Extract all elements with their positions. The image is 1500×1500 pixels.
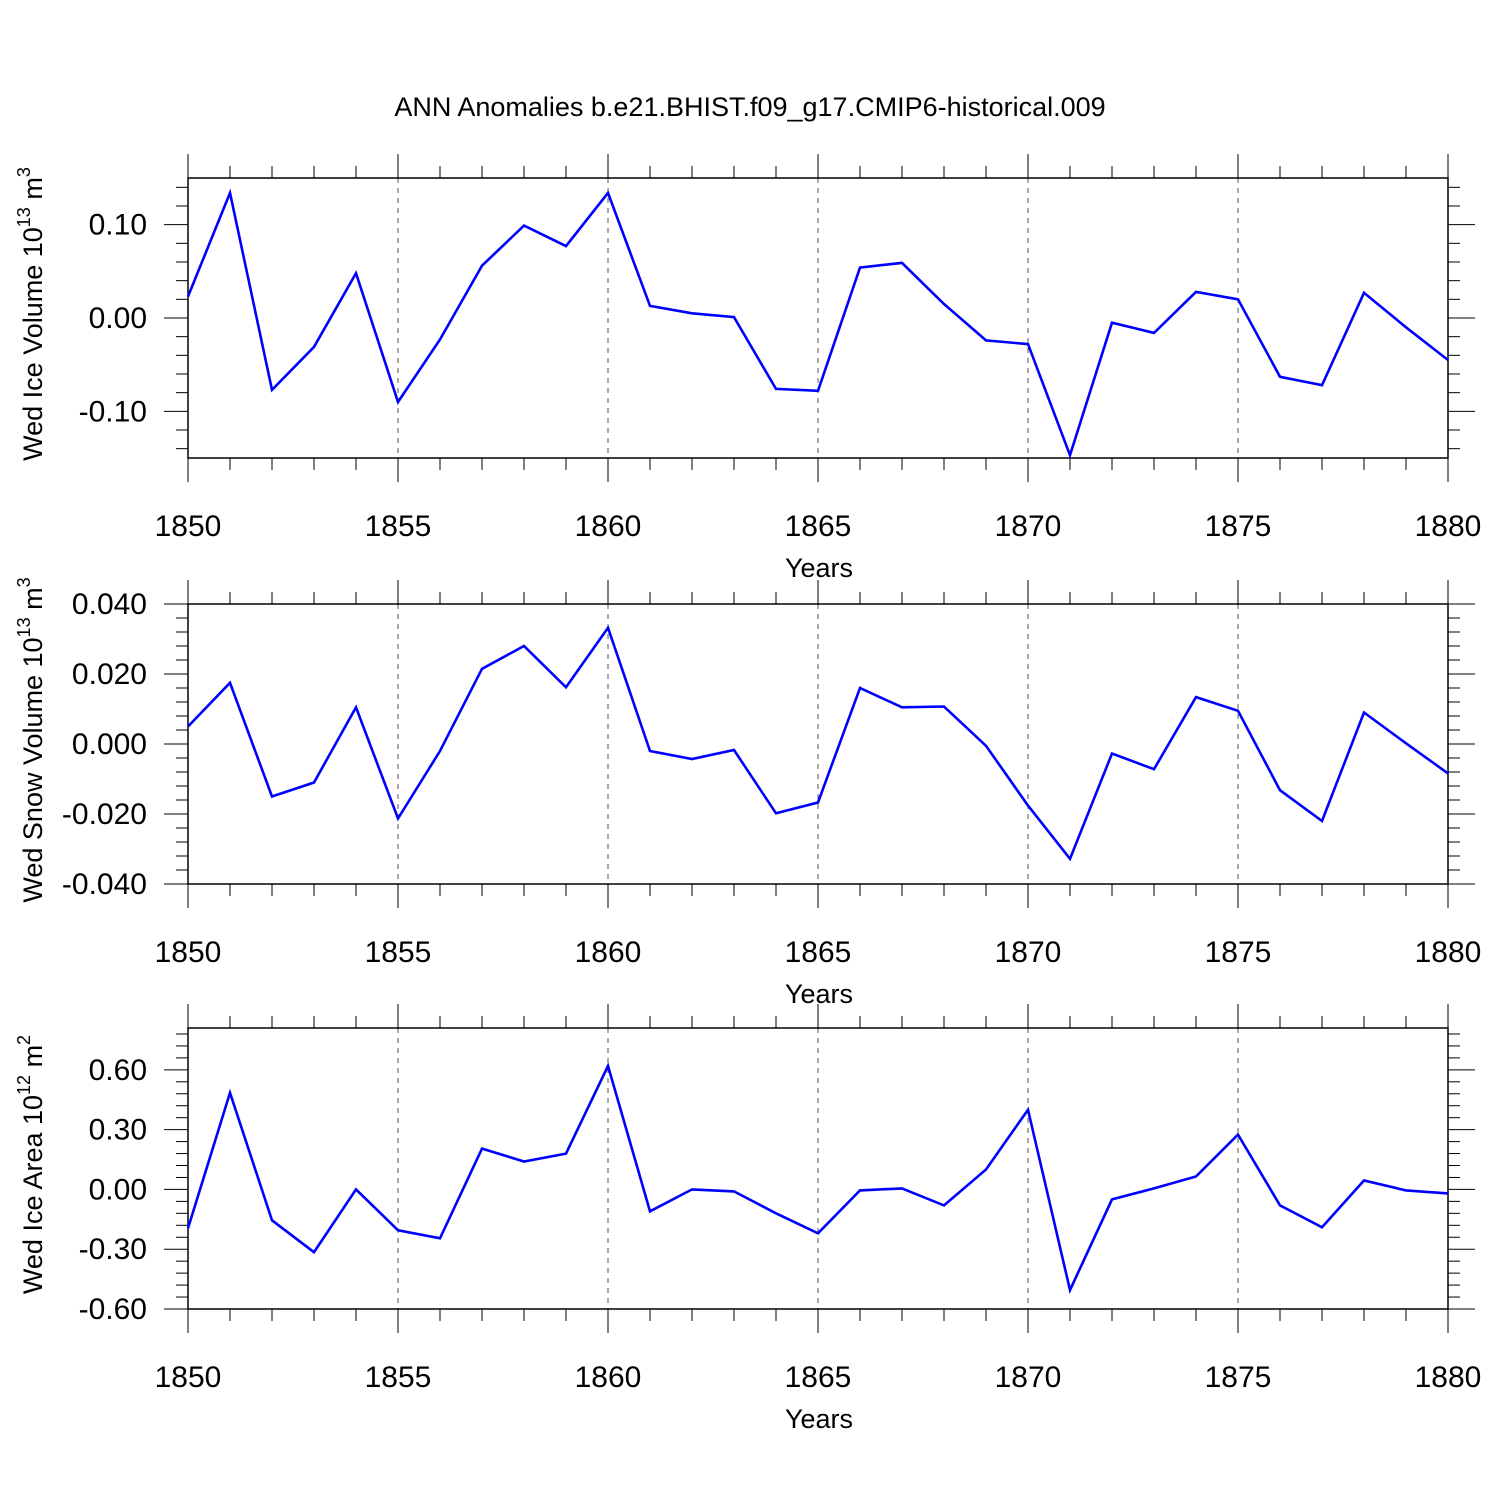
y-tick-label: 0.10 xyxy=(89,209,147,242)
series-line xyxy=(186,1062,1449,1295)
y-axis-label-unit-exponent: 3 xyxy=(14,577,34,587)
y-tick-label: 0.00 xyxy=(89,302,147,335)
y-tick-label: -0.30 xyxy=(79,1233,147,1266)
x-tick-labels: 1850 1855 1860 1865 1870 1875 1880 xyxy=(155,936,1482,969)
y-tick-labels: 0.040 0.020 0.000 -0.020 -0.040 xyxy=(62,588,147,901)
x-tick-label: 1880 xyxy=(1415,1361,1482,1394)
y-axis-label-main: Wed Ice Volume 10 xyxy=(18,227,48,461)
x-tick-label: 1865 xyxy=(785,510,852,543)
series-line xyxy=(187,624,1449,862)
x-tick-label: 1860 xyxy=(575,936,642,969)
y-axis-label-exponent: 13 xyxy=(14,617,34,637)
y-axis-label-unit: m xyxy=(18,587,48,617)
y-tick-label: 0.30 xyxy=(89,1114,147,1147)
y-tick-label: -0.040 xyxy=(62,868,147,901)
page-title: ANN Anomalies b.e21.BHIST.f09_g17.CMIP6-… xyxy=(394,92,1105,122)
panel-ice-area: 1850 1855 1860 1865 1870 1875 1880 0.60 0.30 0.0… xyxy=(14,1004,1481,1434)
plot-frame xyxy=(187,1027,1449,1310)
series-line xyxy=(186,188,1449,460)
x-tick-label: 1875 xyxy=(1205,1361,1272,1394)
y-tick-label: -0.020 xyxy=(62,798,147,831)
y-axis-label-exponent: 12 xyxy=(14,1075,34,1095)
minor-ticks xyxy=(176,166,1460,470)
y-axis-label: Wed Ice Volume 1013 m3 xyxy=(14,167,48,461)
y-axis-label-main: Wed Snow Volume 10 xyxy=(18,637,48,902)
panel-ice-volume: 1850 1855 1860 1865 1870 1875 1880 0.10 0.00 -0.… xyxy=(14,154,1481,583)
x-tick-label: 1875 xyxy=(1205,510,1272,543)
y-tick-label: 0.020 xyxy=(72,658,147,691)
x-tick-label: 1855 xyxy=(365,936,432,969)
minor-ticks xyxy=(176,1016,1460,1321)
x-tick-label: 1880 xyxy=(1415,936,1482,969)
y-tick-label: -0.60 xyxy=(79,1293,147,1326)
minor-ticks xyxy=(176,592,1460,896)
major-ticks xyxy=(164,1004,1475,1333)
y-axis-label-unit: m xyxy=(18,1045,48,1075)
y-tick-label: 0.000 xyxy=(72,728,147,761)
y-axis-label: Wed Snow Volume 1013 m3 xyxy=(14,577,48,902)
x-grid xyxy=(397,1028,1239,1309)
x-grid xyxy=(397,604,1239,884)
x-tick-label: 1860 xyxy=(575,1361,642,1394)
y-axis-label-unit-exponent: 2 xyxy=(14,1035,34,1045)
x-tick-label: 1860 xyxy=(575,510,642,543)
x-tick-label: 1865 xyxy=(785,936,852,969)
y-tick-label: -0.10 xyxy=(79,395,147,428)
y-tick-labels: 0.10 0.00 -0.10 xyxy=(79,209,147,429)
x-tick-label: 1870 xyxy=(995,936,1062,969)
y-axis-label-unit: m xyxy=(18,177,48,207)
plot-frame xyxy=(187,177,1449,459)
x-tick-labels: 1850 1855 1860 1865 1870 1875 1880 xyxy=(155,1361,1482,1394)
y-tick-label: 0.040 xyxy=(72,588,147,621)
x-axis-label: Years xyxy=(785,553,853,583)
x-tick-label: 1850 xyxy=(155,510,222,543)
x-axis-label: Years xyxy=(785,979,853,1009)
x-axis-label: Years xyxy=(785,1404,853,1434)
x-tick-label: 1850 xyxy=(155,936,222,969)
x-grid xyxy=(397,178,1239,458)
major-ticks xyxy=(164,580,1475,908)
x-tick-labels: 1850 1855 1860 1865 1870 1875 1880 xyxy=(155,510,1482,543)
panel-snow-volume: 1850 1855 1860 1865 1870 1875 1880 0.0400.0200… xyxy=(14,577,1481,1009)
x-tick-label: 1870 xyxy=(995,1361,1062,1394)
y-axis-label-unit-exponent: 3 xyxy=(14,167,34,177)
x-tick-label: 1870 xyxy=(995,510,1062,543)
y-axis-label-exponent: 13 xyxy=(14,207,34,227)
y-tick-labels: 0.60 0.30 0.00 -0.30 -0.60 xyxy=(79,1054,147,1326)
y-tick-label: 0.00 xyxy=(89,1173,147,1206)
major-ticks xyxy=(164,154,1475,482)
x-tick-label: 1855 xyxy=(365,510,432,543)
x-tick-label: 1865 xyxy=(785,1361,852,1394)
plot-frame xyxy=(187,603,1449,885)
x-tick-label: 1880 xyxy=(1415,510,1482,543)
x-tick-label: 1875 xyxy=(1205,936,1272,969)
y-tick-label: 0.60 xyxy=(89,1054,147,1087)
y-axis-label-main: Wed Ice Area 10 xyxy=(18,1095,48,1294)
x-tick-label: 1850 xyxy=(155,1361,222,1394)
x-tick-label: 1855 xyxy=(365,1361,432,1394)
y-axis-label: Wed Ice Area 1012 m2 xyxy=(14,1035,48,1294)
